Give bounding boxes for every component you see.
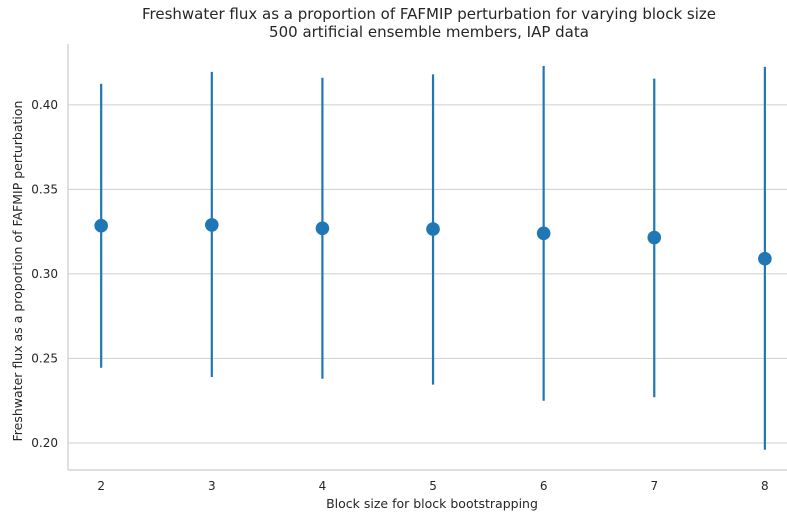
y-tick-label: 0.40 — [31, 98, 58, 112]
y-tick-label: 0.25 — [31, 351, 58, 365]
axes-spines — [67, 44, 787, 471]
gridlines — [68, 104, 787, 444]
chart-title: Freshwater flux as a proportion of FAFMI… — [142, 5, 716, 23]
y-axis-label: Freshwater flux as a proportion of FAFMI… — [10, 101, 25, 442]
y-tick-labels: 0.20 0.25 0.30 0.35 0.40 — [31, 98, 58, 450]
x-tick-labels: 2 3 4 5 6 7 8 — [97, 479, 768, 493]
data-point — [536, 226, 551, 241]
y-tick-label: 0.20 — [31, 436, 58, 450]
x-tick-label: 8 — [761, 479, 769, 493]
data-point — [315, 221, 330, 236]
y-tick-label: 0.35 — [31, 182, 58, 196]
x-tick-label: 6 — [540, 479, 548, 493]
data-point — [94, 218, 108, 233]
x-tick-label: 3 — [208, 479, 216, 493]
data-point — [205, 218, 219, 232]
data-point — [758, 251, 772, 266]
data-point — [647, 230, 662, 245]
data-points — [94, 218, 772, 266]
error-bars — [100, 65, 766, 450]
x-tick-label: 5 — [429, 479, 437, 493]
data-point — [426, 222, 440, 236]
x-tick-label: 7 — [650, 479, 658, 493]
y-tick-label: 0.30 — [31, 267, 58, 281]
x-tick-label: 2 — [97, 479, 105, 493]
chart-subtitle: 500 artificial ensemble members, IAP dat… — [269, 23, 589, 41]
x-axis-label: Block size for block bootstrapping — [326, 496, 538, 511]
x-tick-label: 4 — [319, 479, 327, 493]
